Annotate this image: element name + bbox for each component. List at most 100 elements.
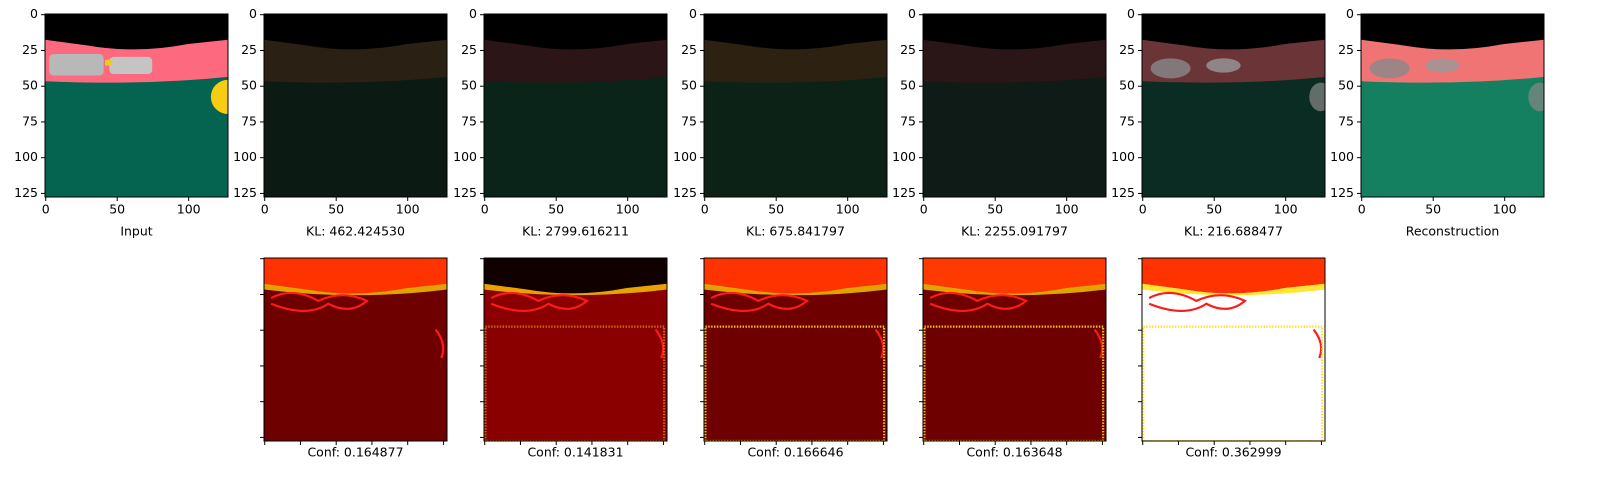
y-tick-label: 0 bbox=[1127, 6, 1135, 21]
heat-top bbox=[484, 258, 667, 294]
y-tick-label: 50 bbox=[22, 78, 38, 93]
y-tick-label: 25 bbox=[22, 42, 38, 57]
y-tick-label: 75 bbox=[681, 113, 697, 128]
panel-label: Conf: 0.163648 bbox=[966, 445, 1062, 460]
x-tick-label: 100 bbox=[177, 202, 201, 217]
y-tick-label: 0 bbox=[30, 6, 38, 21]
heat-edge bbox=[270, 291, 445, 359]
heat-border bbox=[484, 325, 666, 441]
y-tick-label: 0 bbox=[1346, 6, 1354, 21]
y-tick-label: 50 bbox=[1338, 78, 1354, 93]
frame bbox=[44, 13, 229, 198]
panel-label: KL: 2799.616211 bbox=[522, 224, 629, 239]
heat-band bbox=[1142, 283, 1325, 296]
sky bbox=[45, 14, 228, 50]
x-tick-label: 50 bbox=[768, 202, 784, 217]
y-tick-label: 50 bbox=[681, 78, 697, 93]
y-tick-label: 100 bbox=[14, 149, 38, 164]
frame bbox=[1141, 13, 1326, 198]
image bbox=[923, 14, 1106, 197]
panel-label: Conf: 0.362999 bbox=[1185, 445, 1281, 460]
y-tick-label: 75 bbox=[900, 113, 916, 128]
frame bbox=[922, 13, 1107, 198]
heat-edge bbox=[1148, 291, 1323, 359]
y-tick-label: 50 bbox=[1119, 78, 1135, 93]
road-band bbox=[484, 38, 667, 83]
heat-band bbox=[923, 283, 1106, 296]
heat-top bbox=[923, 258, 1106, 294]
x-tick-label: 100 bbox=[1055, 202, 1079, 217]
heat-top bbox=[264, 258, 447, 294]
x-tick-label: 0 bbox=[481, 202, 489, 217]
image bbox=[1361, 14, 1544, 197]
x-tick-label: 50 bbox=[328, 202, 344, 217]
frame bbox=[263, 257, 448, 442]
panel-label: KL: 2255.091797 bbox=[961, 224, 1068, 239]
y-tick-label: 100 bbox=[1111, 149, 1135, 164]
frame bbox=[1360, 13, 1545, 198]
y-tick-label: 50 bbox=[241, 78, 257, 93]
y-tick-label: 75 bbox=[461, 113, 477, 128]
y-tick-label: 0 bbox=[249, 6, 257, 21]
image bbox=[484, 258, 667, 441]
blur-car bbox=[1425, 58, 1460, 73]
heat-edge bbox=[929, 291, 1104, 359]
image bbox=[45, 14, 228, 197]
heat-border bbox=[704, 325, 886, 441]
y-tick-label: 25 bbox=[681, 42, 697, 57]
y-tick-label: 125 bbox=[892, 185, 916, 200]
image bbox=[704, 258, 887, 441]
x-tick-label: 50 bbox=[548, 202, 564, 217]
blur-object bbox=[1309, 82, 1325, 112]
image bbox=[264, 258, 447, 441]
frame bbox=[703, 13, 888, 198]
blur-car bbox=[1206, 58, 1241, 73]
road-band bbox=[704, 38, 887, 83]
y-tick-label: 50 bbox=[461, 78, 477, 93]
x-tick-label: 100 bbox=[1493, 202, 1517, 217]
y-tick-label: 100 bbox=[673, 149, 697, 164]
y-tick-label: 0 bbox=[689, 6, 697, 21]
panel-label: Conf: 0.164877 bbox=[307, 445, 403, 460]
image bbox=[484, 14, 667, 197]
panel-label: Conf: 0.141831 bbox=[527, 445, 623, 460]
blur-object bbox=[1528, 82, 1544, 112]
frame bbox=[703, 257, 888, 442]
panel-label: Conf: 0.166646 bbox=[747, 445, 843, 460]
heat-top bbox=[1142, 258, 1325, 294]
y-tick-label: 25 bbox=[900, 42, 916, 57]
y-tick-label: 75 bbox=[22, 113, 38, 128]
car-accent bbox=[105, 59, 113, 66]
x-tick-label: 50 bbox=[1425, 202, 1441, 217]
car bbox=[49, 54, 104, 76]
sky bbox=[1142, 14, 1325, 50]
y-tick-label: 125 bbox=[453, 185, 477, 200]
heat-band bbox=[484, 283, 667, 296]
frame bbox=[263, 13, 448, 198]
image bbox=[1142, 258, 1325, 441]
panel-label: KL: 216.688477 bbox=[1184, 224, 1283, 239]
heat-top bbox=[704, 258, 887, 294]
panel-label: KL: 462.424530 bbox=[306, 224, 405, 239]
y-tick-label: 0 bbox=[908, 6, 916, 21]
image bbox=[1142, 14, 1325, 197]
x-tick-label: 50 bbox=[987, 202, 1003, 217]
x-tick-label: 100 bbox=[1274, 202, 1298, 217]
y-tick-label: 125 bbox=[14, 185, 38, 200]
y-tick-label: 100 bbox=[233, 149, 257, 164]
panel-label: KL: 675.841797 bbox=[746, 224, 845, 239]
frame bbox=[922, 257, 1107, 442]
x-tick-label: 100 bbox=[836, 202, 860, 217]
sky bbox=[704, 14, 887, 50]
heat-edge bbox=[710, 291, 885, 359]
image bbox=[923, 258, 1106, 441]
road-band bbox=[264, 38, 447, 83]
y-tick-label: 125 bbox=[673, 185, 697, 200]
y-tick-label: 0 bbox=[469, 6, 477, 21]
x-tick-label: 50 bbox=[109, 202, 125, 217]
y-tick-label: 75 bbox=[241, 113, 257, 128]
x-tick-label: 0 bbox=[261, 202, 269, 217]
x-tick-label: 50 bbox=[1206, 202, 1222, 217]
panel-label: Reconstruction bbox=[1406, 224, 1500, 239]
x-tick-label: 100 bbox=[396, 202, 420, 217]
